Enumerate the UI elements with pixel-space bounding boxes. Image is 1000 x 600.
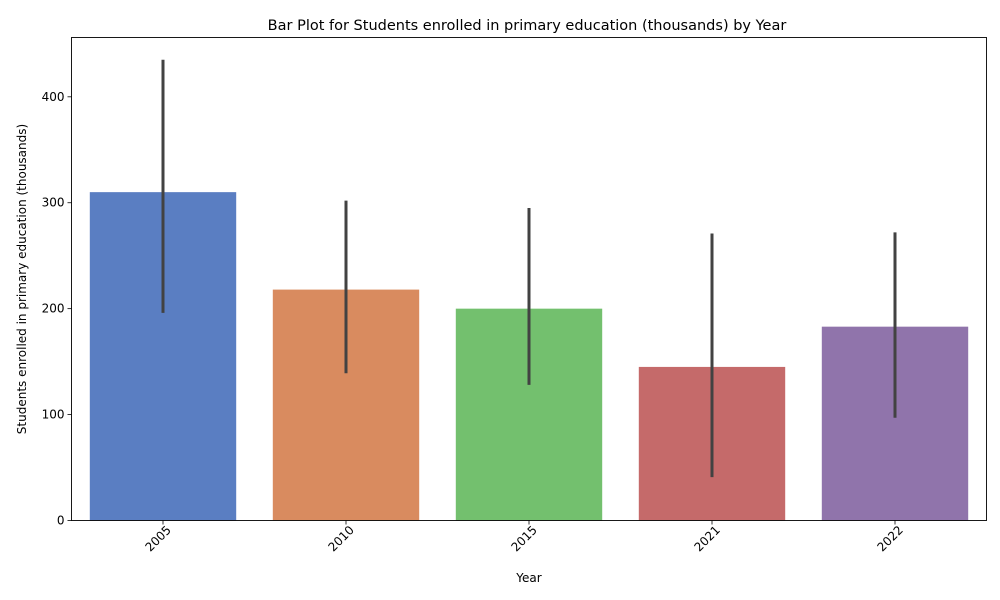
y-tick-label-400: 400 xyxy=(42,90,65,104)
x-axis: 2005 2010 2015 2021 2022 xyxy=(142,520,906,554)
x-tick-label-2021: 2021 xyxy=(691,523,722,554)
y-tick-label-200: 200 xyxy=(42,302,65,316)
x-tick-label-2005: 2005 xyxy=(142,523,173,554)
plot-frame xyxy=(71,37,987,521)
y-tick-label-100: 100 xyxy=(42,408,65,422)
y-tick-label-0: 0 xyxy=(57,514,65,528)
x-tick-label-2015: 2015 xyxy=(508,523,539,554)
x-axis-label: Year xyxy=(515,571,541,585)
y-axis: 0 100 200 300 400 xyxy=(42,90,72,528)
y-axis-label: Students enrolled in primary education (… xyxy=(15,124,29,434)
x-tick-label-2022: 2022 xyxy=(874,523,905,554)
chart-title: Bar Plot for Students enrolled in primar… xyxy=(268,18,787,34)
error-bars-group xyxy=(161,59,897,478)
y-tick-label-300: 300 xyxy=(42,196,65,210)
x-tick-label-2010: 2010 xyxy=(325,523,356,554)
